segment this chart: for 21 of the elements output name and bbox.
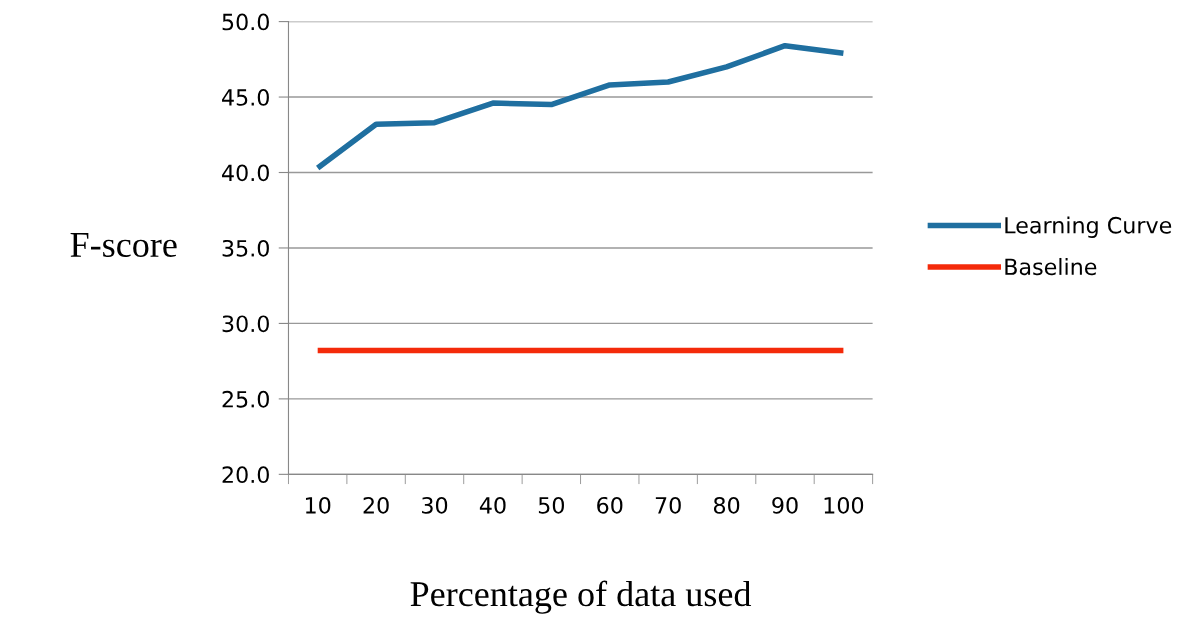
x-axis-title: Percentage of data used bbox=[410, 580, 752, 614]
y-tick-label: 45.0 bbox=[222, 89, 269, 106]
x-tick-label: 100 bbox=[824, 496, 864, 514]
x-tick-label: 80 bbox=[713, 496, 740, 514]
y-axis-title: F-score bbox=[70, 233, 177, 258]
y-tick-label: 20.0 bbox=[222, 466, 269, 484]
x-tick-label: 40 bbox=[479, 496, 506, 514]
x-tick-label: 70 bbox=[655, 496, 681, 514]
legend-label: Baseline bbox=[1005, 257, 1097, 276]
x-tick-label: 20 bbox=[363, 496, 389, 514]
y-tick-label: 50.0 bbox=[222, 13, 269, 31]
x-tick-label: 90 bbox=[772, 496, 798, 514]
y-tick-label: 25.0 bbox=[222, 390, 269, 408]
x-tick-label: 50 bbox=[538, 496, 564, 514]
y-tick-label: 40.0 bbox=[222, 164, 269, 182]
x-tick-label: 10 bbox=[305, 496, 331, 514]
x-tick-label: 60 bbox=[597, 496, 623, 514]
x-tick-label: 30 bbox=[422, 496, 448, 514]
legend-label: Learning Curve bbox=[1005, 216, 1172, 238]
y-tick-label: 35.0 bbox=[222, 239, 269, 257]
y-tick-label: 30.0 bbox=[222, 315, 269, 333]
